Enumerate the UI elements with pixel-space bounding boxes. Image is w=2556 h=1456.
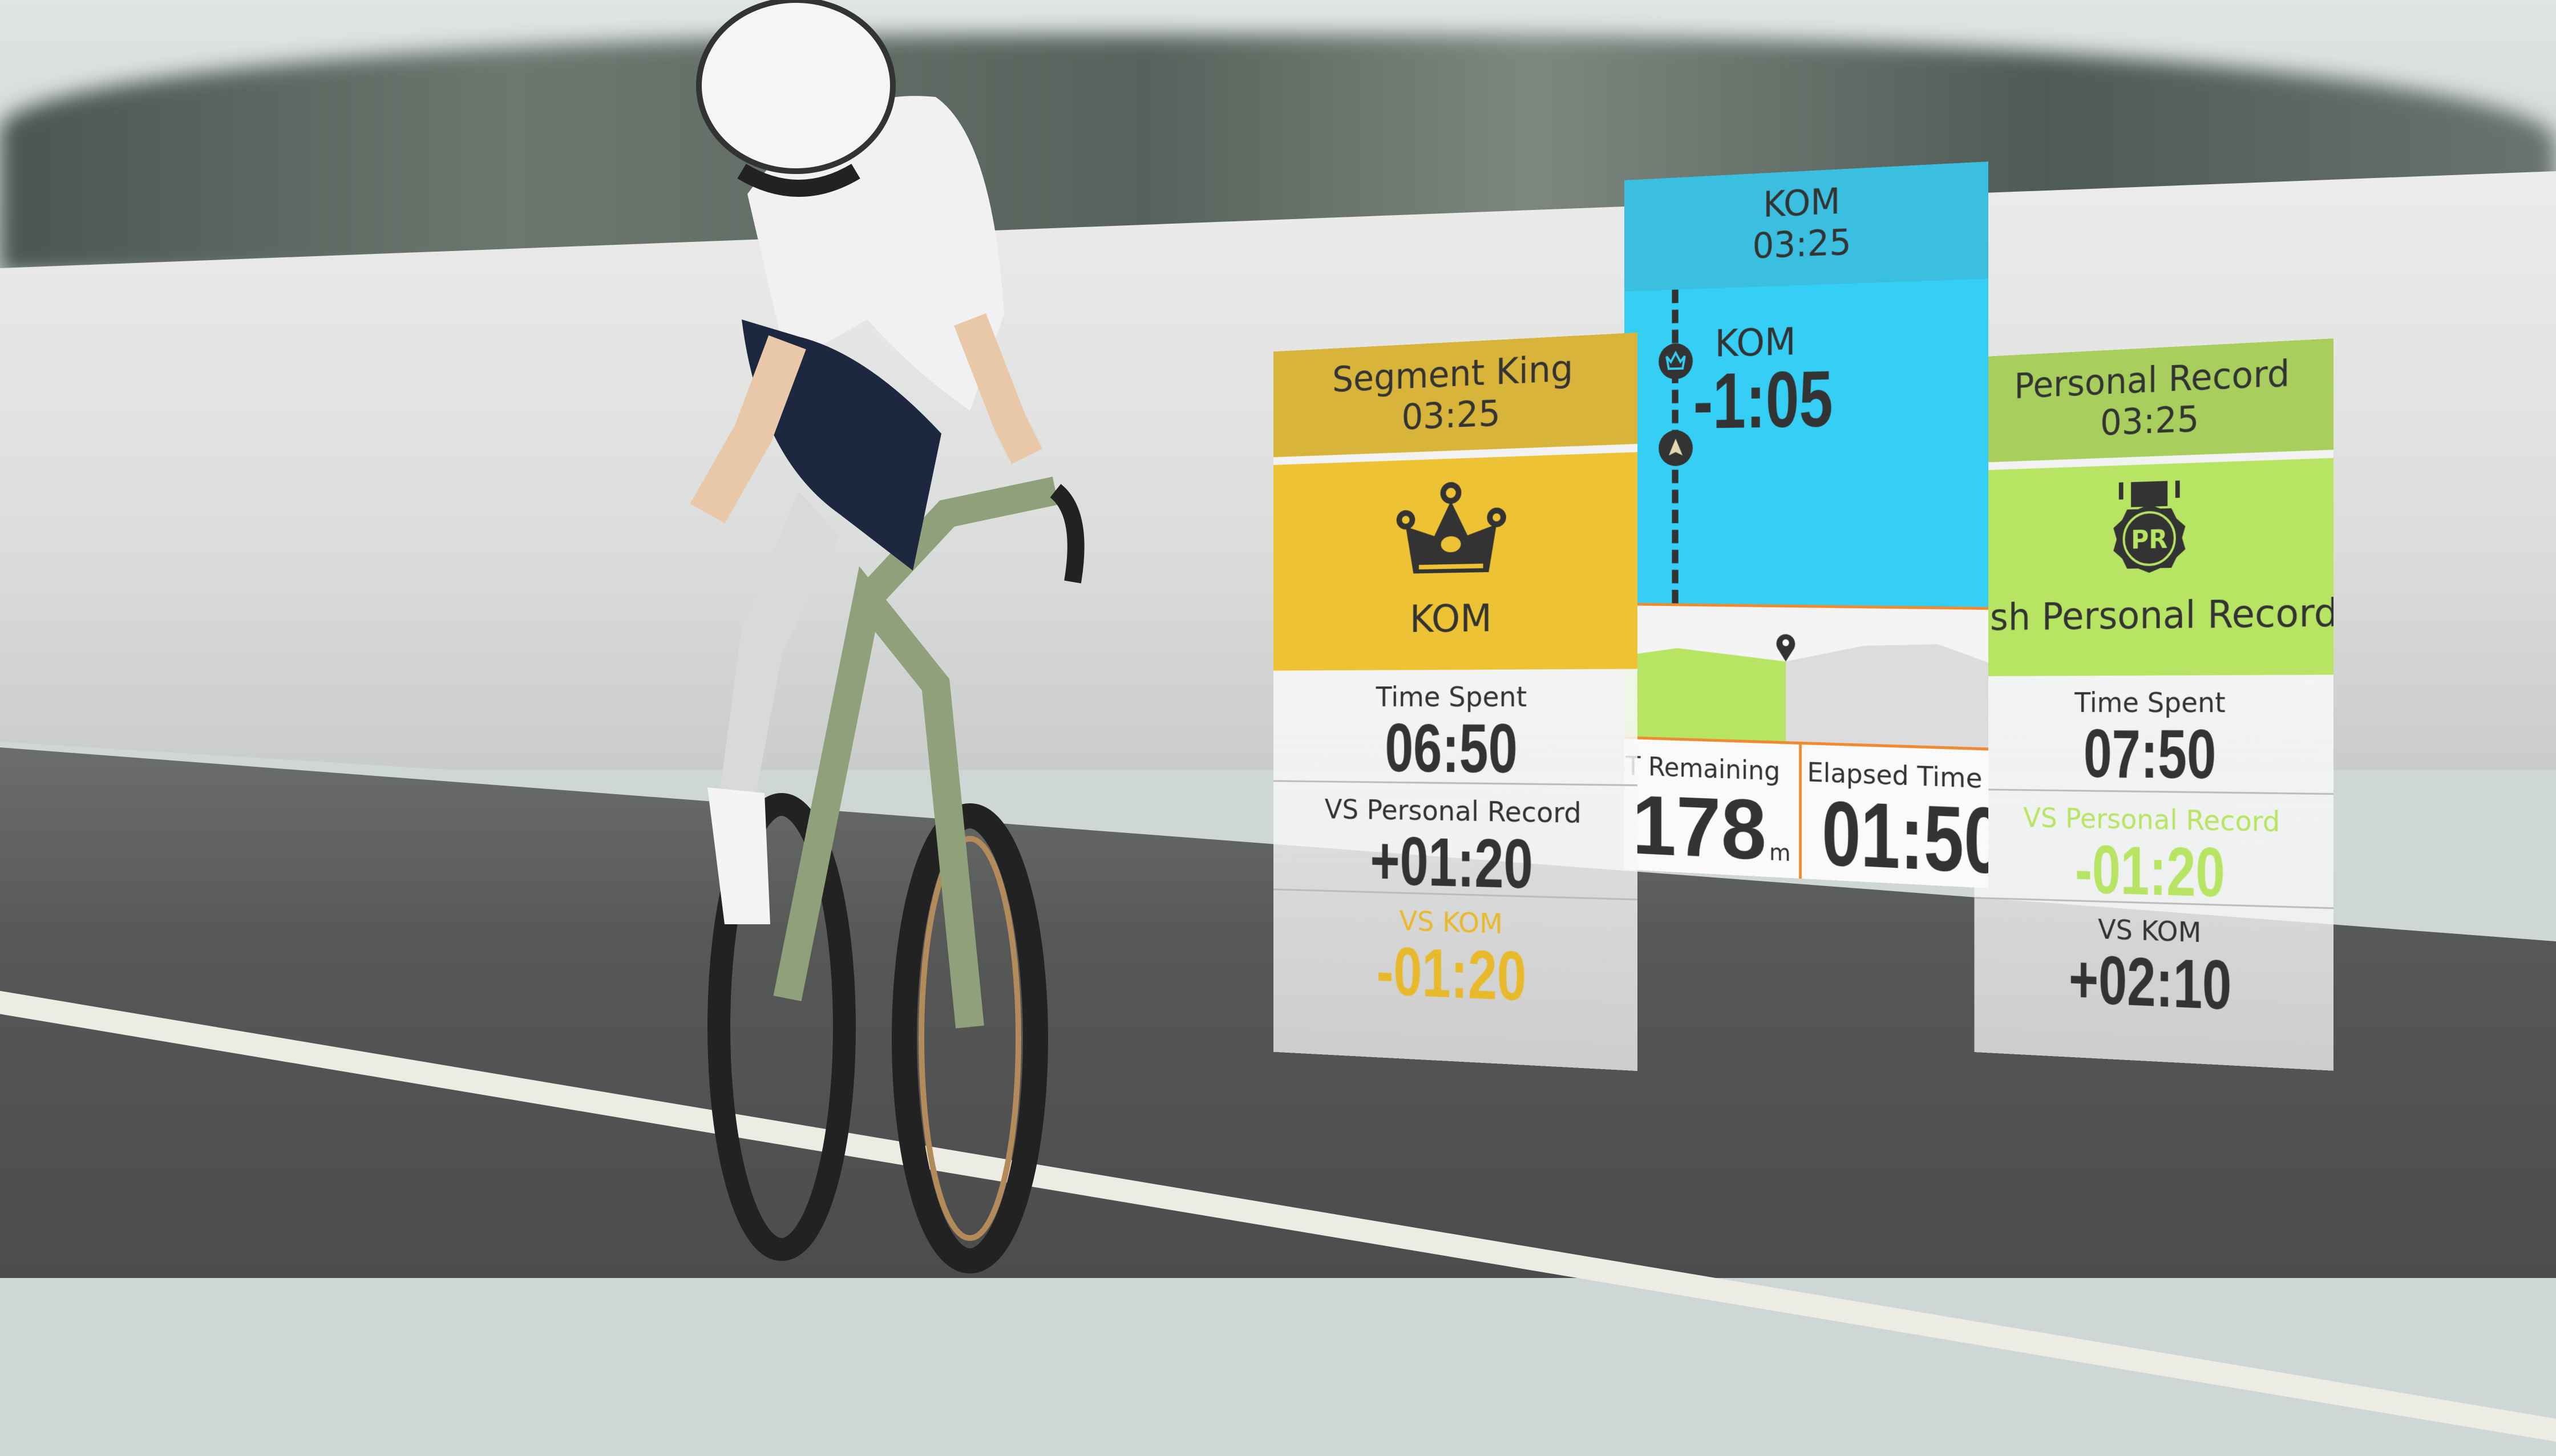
stat-value: +01:20	[1370, 823, 1533, 904]
distance-remaining-cell: ST Remaining 178 m	[1624, 736, 1802, 879]
navigation-arrow-icon	[1659, 430, 1693, 467]
elapsed-time-cell: Elapsed Time 01:50	[1801, 742, 1988, 888]
stat-row: VS Personal Record +01:20	[1273, 782, 1637, 904]
kom-delta: -1:05	[1693, 353, 1833, 446]
kom-map-panel: KOM 03:25 KOM -1:05 ST Remaining 178 m E…	[1624, 161, 1988, 888]
kom-badge-label: KOM	[1409, 596, 1493, 641]
crown-icon	[1396, 480, 1506, 574]
stat-row: VS Personal Record -01:20	[1974, 790, 2333, 912]
pr-badge-area: PR fresh Personal Record	[1974, 458, 2333, 677]
stat-value: 07:50	[2083, 715, 2217, 794]
location-pin-icon	[1776, 634, 1795, 662]
panel-header: KOM 03:25	[1624, 161, 1988, 292]
stat-row: VS KOM -01:20	[1273, 890, 1637, 1029]
elevation-profile	[1624, 602, 1988, 751]
cyclist	[690, 0, 1085, 1273]
panel-header: Segment King 03:25	[1273, 332, 1637, 458]
cell-unit: m	[1769, 839, 1791, 867]
stat-row: Time Spent 07:50	[1974, 674, 2333, 795]
stat-label: Time Spent	[2074, 686, 2226, 719]
segment-king-panel: Segment King 03:25 KOM Time Spent 06:50 …	[1273, 332, 1637, 1071]
cell-value: 01:50	[1821, 781, 1988, 888]
panel-header: Personal Record 03:25	[1974, 338, 2333, 463]
pr-medal-icon: PR	[2113, 480, 2186, 574]
stat-value: 06:50	[1385, 710, 1518, 788]
personal-record-panel: Personal Record 03:25 PR fresh Personal …	[1974, 338, 2333, 1071]
stat-value: -01:20	[2075, 831, 2225, 912]
cell-value: 178	[1632, 777, 1767, 878]
medal-text: PR	[2131, 525, 2167, 555]
stat-row: Time Spent 06:50	[1273, 669, 1637, 788]
stat-row: VS KOM +02:10	[1975, 899, 2333, 1038]
crown-marker-icon	[1659, 343, 1693, 380]
elevation-chart	[1624, 634, 1988, 751]
map-area: KOM -1:05	[1624, 278, 1988, 607]
stat-label: Time Spent	[1376, 681, 1527, 714]
stat-value: -01:20	[1376, 933, 1527, 1016]
kom-badge-area: KOM	[1273, 452, 1637, 671]
stat-value: +02:10	[2069, 941, 2232, 1025]
pr-badge-label: fresh Personal Record	[1974, 590, 2333, 640]
